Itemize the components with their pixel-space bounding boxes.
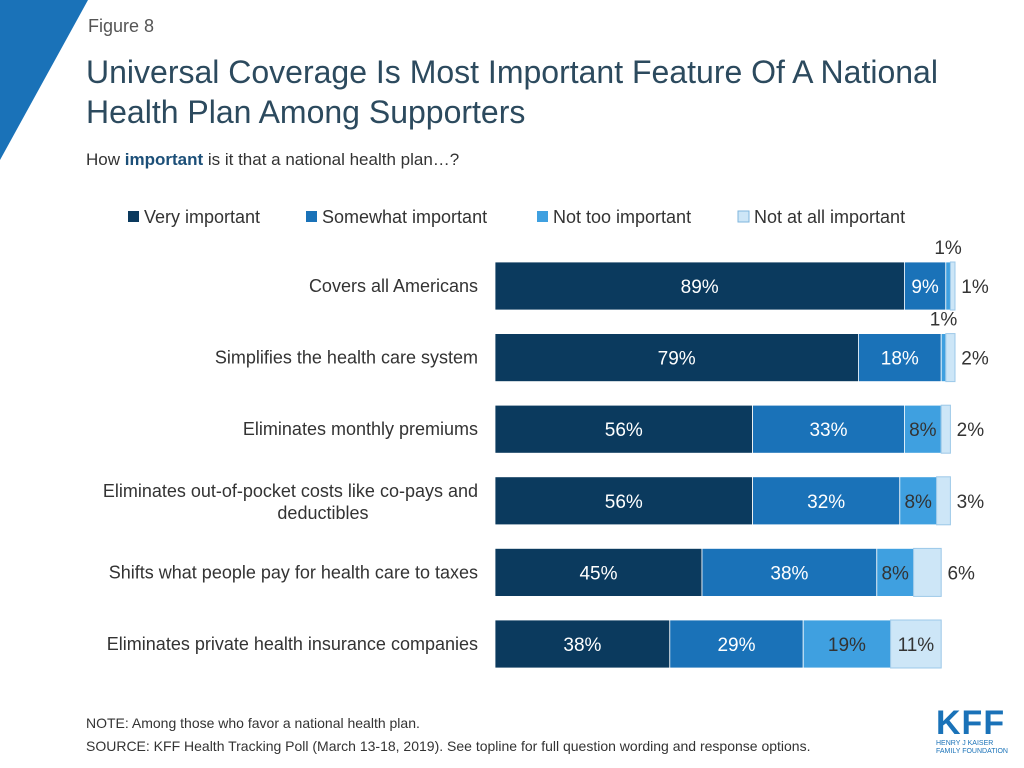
category-label: Covers all Americans — [309, 276, 478, 296]
bar-segment-3 — [936, 476, 951, 526]
bar-value-label: 56% — [605, 492, 643, 513]
bar-segment-3 — [913, 547, 942, 597]
bar-segment-2 — [876, 548, 914, 597]
kff-logo-letters: KFF — [936, 704, 1006, 742]
legend-label-3: Not at all important — [754, 207, 905, 227]
chart-note: NOTE: Among those who favor a national h… — [86, 715, 420, 731]
figure-label: Figure 8 — [88, 16, 155, 36]
bar-segment-0 — [494, 404, 754, 454]
bar-segment-3 — [940, 404, 951, 454]
corner-stripe — [0, 0, 88, 160]
bar-value-label: 33% — [809, 420, 847, 441]
legend-swatch-1 — [306, 211, 317, 222]
bar-segment-3 — [949, 261, 956, 311]
legend-swatch-3 — [737, 210, 750, 223]
kff-logo-subtitle: HENRY J KAISER FAMILY FOUNDATION — [936, 740, 1010, 756]
bar-segment-3 — [890, 619, 942, 669]
bar-segment-0 — [494, 333, 859, 383]
bar-value-label: 11% — [898, 635, 935, 656]
bar-value-label: 38% — [770, 563, 808, 584]
bar-value-label: 1% — [961, 277, 989, 298]
bar-value-label: 9% — [911, 277, 939, 298]
legend-label-0: Very important — [144, 207, 260, 227]
bar-segment-2 — [899, 476, 937, 526]
category-label: Simplifies the health care system — [215, 348, 478, 368]
category-label-line: deductibles — [277, 503, 368, 523]
kff-logo: KFF HENRY J KAISER FAMILY FOUNDATION — [936, 706, 1010, 756]
bar-segment-2 — [904, 404, 942, 454]
bar-value-label: 6% — [947, 563, 975, 584]
category-label-line: Eliminates out-of-pocket costs like co-p… — [103, 481, 478, 501]
legend-swatch-2 — [537, 211, 548, 222]
bar-value-label: 18% — [881, 349, 919, 370]
bar-value-label: 79% — [658, 349, 696, 370]
chart-title: Universal Coverage Is Most Important Fea… — [86, 54, 938, 130]
bar-segment-1 — [701, 548, 878, 597]
bar-value-label: 45% — [579, 563, 617, 584]
bar-value-label: 8% — [881, 563, 909, 584]
bar-value-label: 19% — [828, 635, 866, 656]
bar-segment-1 — [752, 404, 905, 454]
bar-segment-1 — [752, 476, 901, 526]
bar-segment-0 — [494, 548, 703, 597]
bar-value-label: 32% — [807, 492, 845, 513]
bar-value-label: 38% — [563, 635, 601, 656]
bar-value-label: 2% — [957, 420, 985, 441]
bar-segment-3 — [945, 333, 956, 383]
chart-source: SOURCE: KFF Health Tracking Poll (March … — [86, 738, 811, 754]
bar-value-label: 8% — [904, 492, 932, 513]
legend-label-2: Not too important — [553, 207, 691, 227]
bar-value-label: 1% — [934, 238, 962, 259]
bar-segment-0 — [494, 619, 671, 669]
category-label: Eliminates private health insurance comp… — [107, 634, 478, 654]
kff-logo-line2: FAMILY FOUNDATION — [936, 748, 1008, 755]
bar-value-label: 29% — [717, 635, 755, 656]
legend-swatch-0 — [128, 211, 139, 222]
subtitle-emphasis: important — [124, 150, 204, 169]
bar-segment-1 — [669, 619, 804, 669]
subtitle-suffix: is it that a national health plan…? — [203, 150, 460, 169]
bar-value-label: 89% — [681, 277, 719, 298]
bar-value-label: 1% — [930, 310, 958, 331]
legend-label-1: Somewhat important — [322, 207, 487, 227]
bar-segment-0 — [494, 476, 754, 526]
bar-segment-2 — [940, 333, 947, 383]
bar-value-label: 8% — [909, 420, 937, 441]
bar-segment-2 — [802, 619, 892, 669]
stacked-bar-chart: Very important Somewhat important Not too … — [103, 207, 989, 669]
kff-logo-line1: HENRY J KAISER — [936, 740, 994, 747]
chart-subtitle: How important is it that a national heal… — [86, 150, 459, 170]
bar-value-label: 56% — [605, 420, 643, 441]
bar-segment-2 — [945, 261, 951, 311]
bar-value-label: 3% — [957, 492, 985, 513]
subtitle-prefix: How — [86, 150, 125, 169]
bar-value-label: 2% — [961, 349, 989, 370]
category-label: Eliminates out-of-pocket costs like co-p… — [103, 481, 478, 523]
category-label: Shifts what people pay for health care t… — [109, 562, 478, 582]
category-label: Eliminates monthly premiums — [243, 419, 478, 439]
